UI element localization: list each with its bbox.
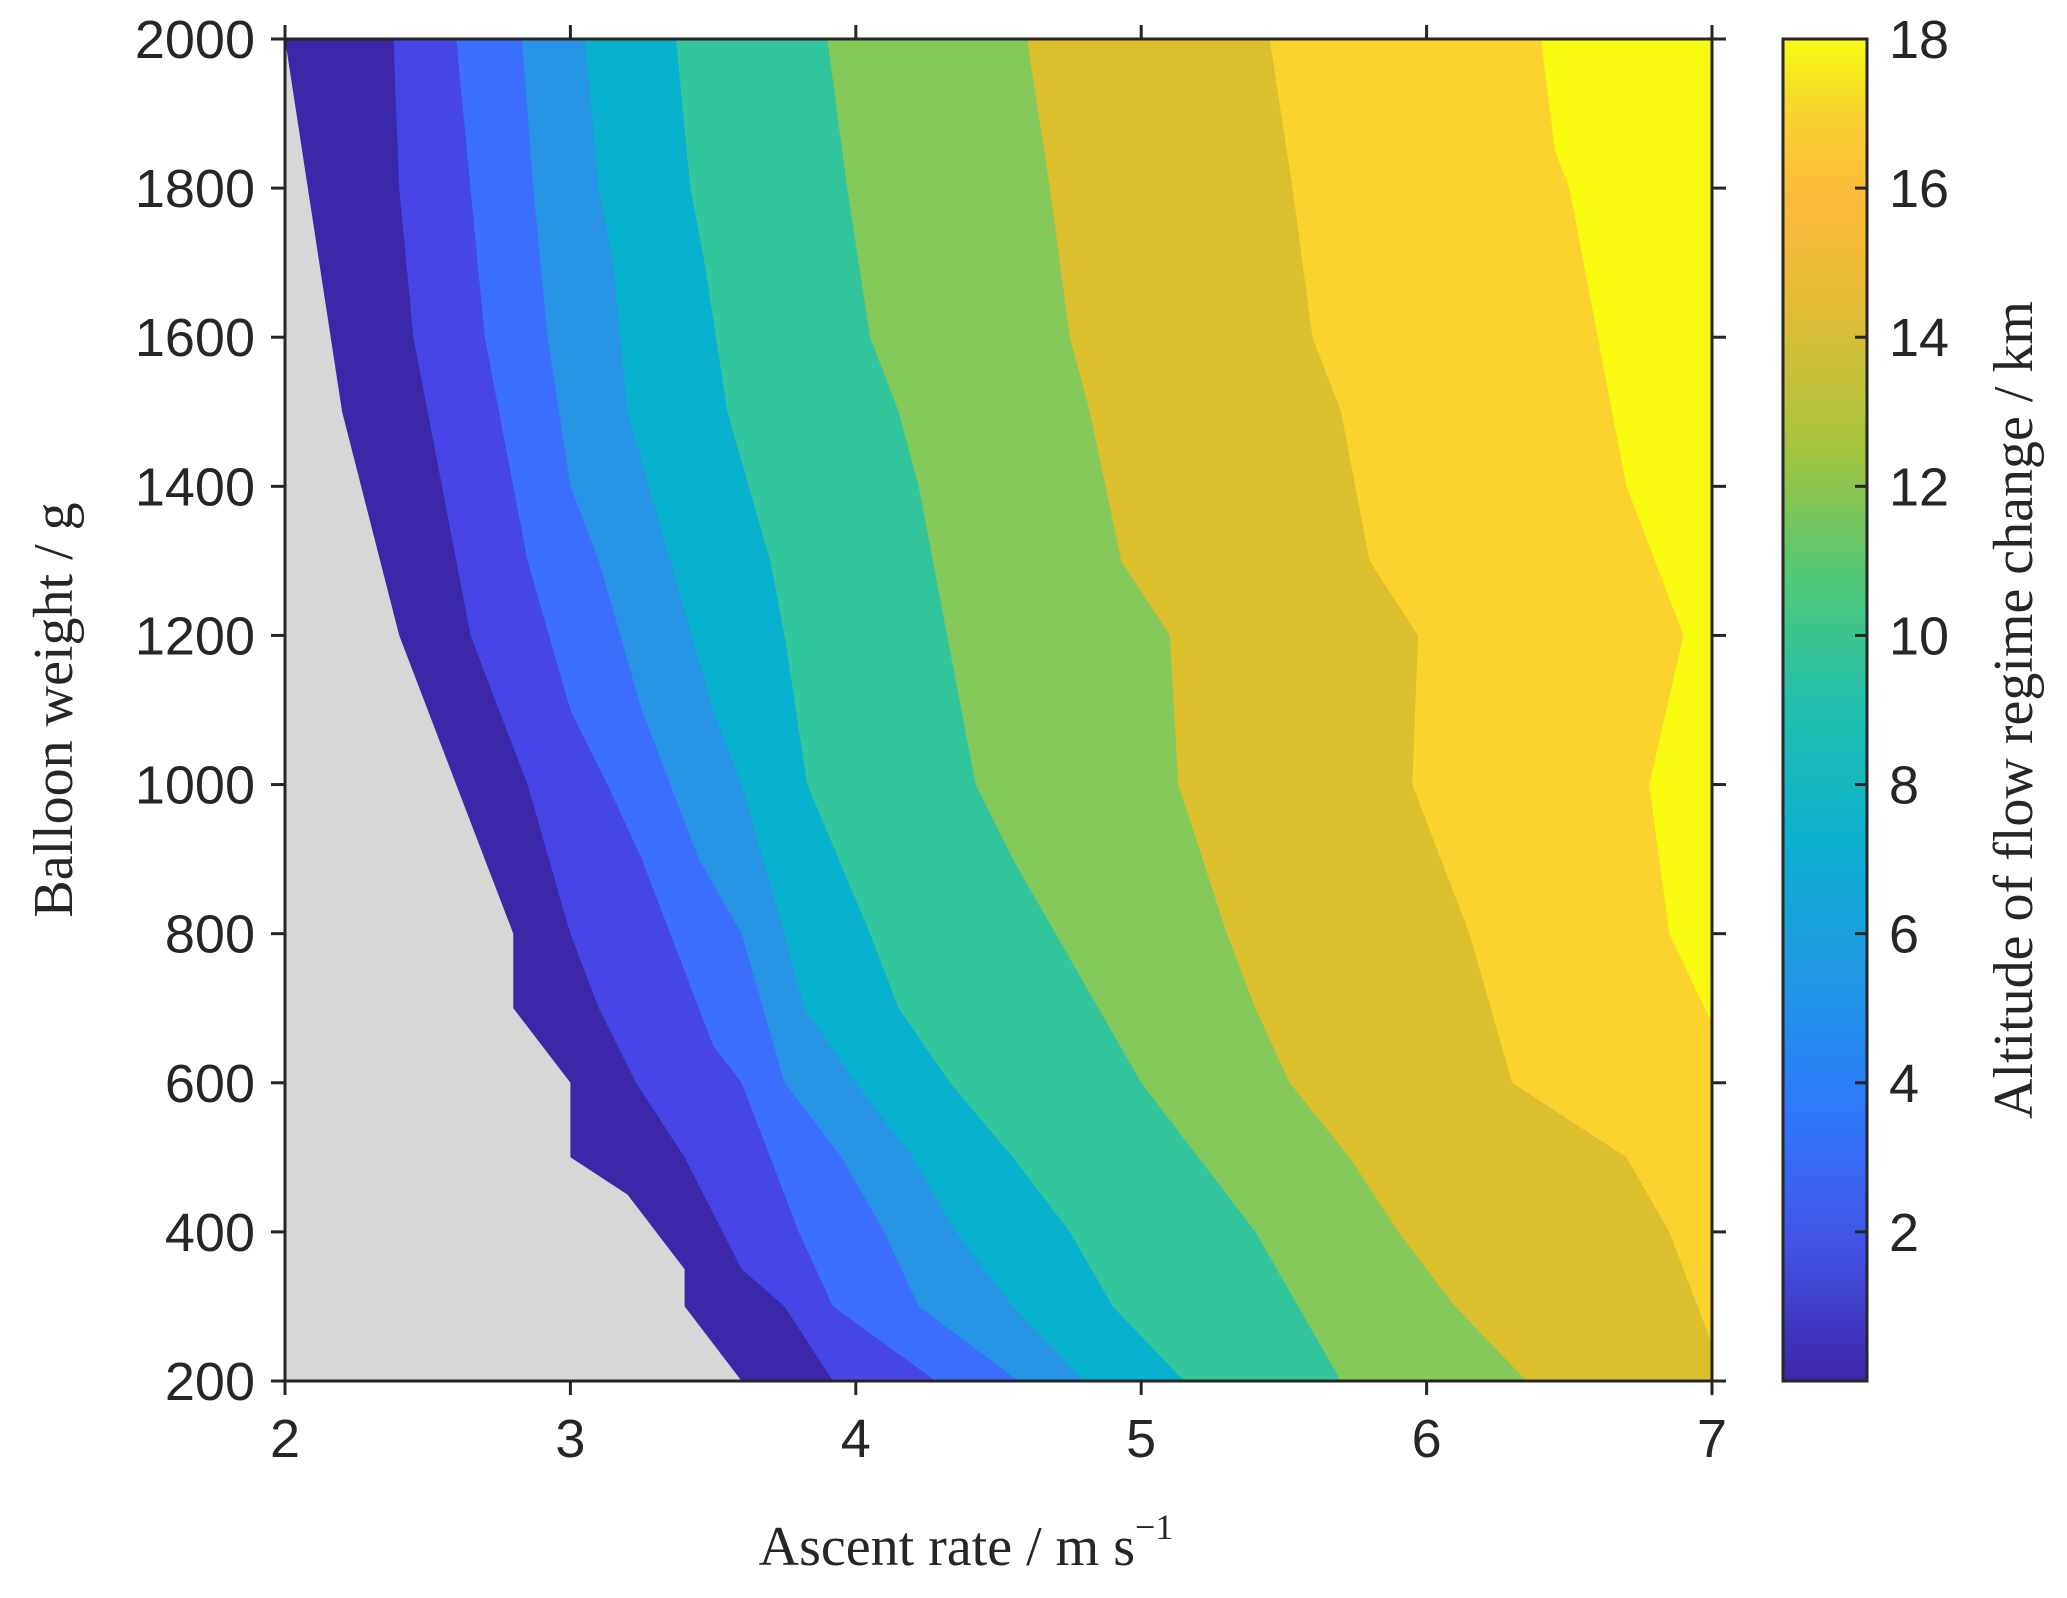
x-tick-label: 7 [1697, 1409, 1727, 1469]
colorbar-tick-label: 18 [1889, 10, 1949, 70]
contour-level-10 [1540, 39, 1712, 1024]
colorbar-tick-label: 10 [1889, 606, 1949, 666]
colorbar-tick-label: 14 [1889, 308, 1949, 368]
x-tick-label: 4 [841, 1409, 871, 1469]
y-tick-label: 400 [165, 1203, 255, 1263]
colorbar-tick-label: 12 [1889, 457, 1949, 517]
colorbar-label: Altitude of flow regime change / km [1983, 301, 2045, 1119]
y-tick-label: 800 [165, 905, 255, 965]
y-tick-label: 1400 [135, 457, 255, 517]
y-axis-ticks: 200 400 600 800 1000 1200 1400 1600 1800 2000 [135, 10, 1726, 1412]
y-tick-label: 600 [165, 1054, 255, 1114]
x-tick-label: 6 [1412, 1409, 1442, 1469]
colorbar: 2 4 6 8 10 12 14 16 18 Altitude of flow regime c… [1781, 10, 2045, 1383]
y-tick-label: 1000 [135, 756, 255, 816]
y-tick-label: 1200 [135, 606, 255, 666]
y-axis-label: Balloon weight / g [23, 502, 85, 917]
colorbar-tick-label: 2 [1889, 1203, 1919, 1263]
colorbar-tick-label: 4 [1889, 1054, 1919, 1114]
x-axis-label: Ascent rate / m s−1 [759, 1507, 1174, 1578]
contour-level-9 [1269, 39, 1712, 1344]
y-tick-label: 2000 [135, 10, 255, 70]
colorbar-tick-label: 8 [1889, 756, 1919, 816]
y-tick-label: 1600 [135, 308, 255, 368]
plot-area [285, 39, 1712, 1381]
colorbar-ticks: 2 4 6 8 10 12 14 16 18 [1855, 10, 1949, 1263]
colorbar-tick-label: 6 [1889, 905, 1919, 965]
x-tick-label: 2 [270, 1409, 300, 1469]
contour-fills [285, 39, 1712, 1381]
x-tick-label: 5 [1126, 1409, 1156, 1469]
x-axis-label-exponent: −1 [1135, 1507, 1173, 1547]
x-axis-ticks: 2 3 4 5 6 7 [270, 25, 1727, 1469]
y-tick-label: 1800 [135, 159, 255, 219]
colorbar-tick-label: 16 [1889, 159, 1949, 219]
colorbar-gradient [1781, 37, 1869, 1383]
y-tick-label: 200 [165, 1352, 255, 1412]
x-tick-label: 3 [555, 1409, 585, 1469]
